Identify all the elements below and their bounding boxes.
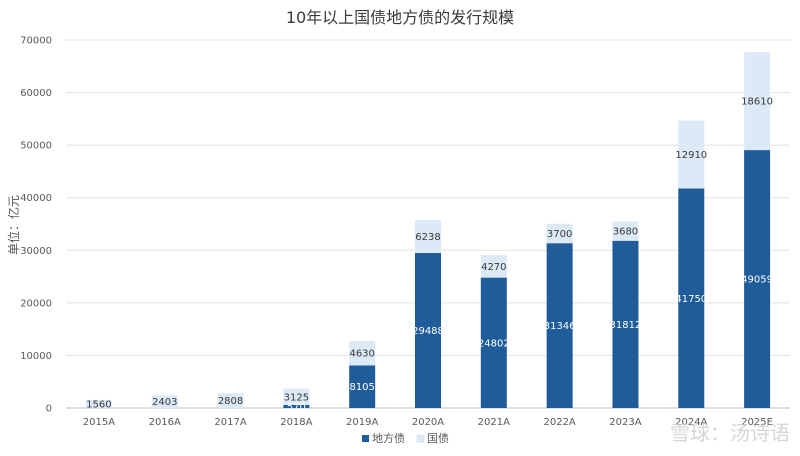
y-tick-label: 30000 bbox=[20, 246, 52, 257]
data-label: 24802 bbox=[478, 338, 510, 349]
legend-swatch bbox=[362, 435, 369, 442]
legend: 地方债 国债 bbox=[362, 431, 449, 445]
y-tick-label: 20000 bbox=[20, 298, 52, 309]
y-tick-label: 60000 bbox=[20, 88, 52, 99]
bar-segment-local-bond bbox=[744, 150, 771, 408]
data-label: 3700 bbox=[547, 229, 572, 240]
y-tick-label: 50000 bbox=[20, 141, 52, 152]
data-label: 31346 bbox=[544, 321, 576, 332]
bar-segment-treasury-bond bbox=[612, 221, 639, 241]
y-axis-ticks: 0 10000 20000 30000 40000 50000 60000 70000 bbox=[20, 36, 52, 415]
bar-segment-local-bond bbox=[349, 365, 376, 408]
y-tick-label: 0 bbox=[46, 404, 52, 415]
y-axis-label: 单位：亿元 bbox=[6, 195, 21, 255]
data-label: 12910 bbox=[675, 150, 707, 161]
bar-segment-treasury-bond bbox=[480, 255, 507, 278]
bar-segment-treasury-bond bbox=[744, 52, 771, 151]
data-label: 2403 bbox=[152, 397, 177, 408]
data-label: 6238 bbox=[415, 232, 440, 243]
y-tick-label: 40000 bbox=[20, 193, 52, 204]
x-tick-label: 2023A bbox=[609, 417, 641, 428]
legend-swatch bbox=[416, 434, 425, 443]
bar-segment-local-bond bbox=[480, 277, 507, 408]
x-tick-label: 2018A bbox=[280, 417, 312, 428]
bar-segment-treasury-bond bbox=[678, 120, 705, 189]
bar-segment-treasury-bond bbox=[546, 223, 573, 244]
x-tick-label: 2017A bbox=[214, 417, 246, 428]
data-label: 3125 bbox=[284, 392, 309, 403]
bar-segment-treasury-bond bbox=[217, 393, 244, 408]
data-label: 18610 bbox=[741, 97, 773, 108]
x-tick-label: 2022A bbox=[543, 417, 575, 428]
x-tick-label: 2015A bbox=[83, 417, 115, 428]
data-label: 2808 bbox=[218, 396, 243, 407]
bar-segment-local-bond bbox=[678, 188, 705, 408]
data-label: 570 bbox=[287, 402, 306, 413]
data-label: 3680 bbox=[613, 227, 638, 238]
bar-segment-treasury-bond bbox=[151, 395, 178, 408]
legend-label: 地方债 bbox=[372, 431, 405, 445]
bar-segment-local-bond bbox=[283, 405, 310, 408]
bar-segment-treasury-bond bbox=[349, 341, 376, 366]
data-label: 4630 bbox=[349, 349, 374, 360]
bar-segment-local-bond bbox=[546, 243, 573, 408]
bar-segment-treasury-bond bbox=[85, 399, 112, 408]
bar-segment-local-bond bbox=[612, 240, 639, 408]
data-label: 4270 bbox=[481, 262, 506, 273]
x-tick-label: 2025E bbox=[741, 417, 773, 428]
x-tick-label: 2021A bbox=[478, 417, 510, 428]
data-label: 1560 bbox=[86, 399, 111, 410]
y-tick-label: 10000 bbox=[20, 351, 52, 362]
bar-segment-treasury-bond bbox=[415, 220, 441, 253]
x-tick-label: 2016A bbox=[149, 417, 181, 428]
bar-segment-treasury-bond bbox=[283, 388, 310, 406]
data-label: 8105 bbox=[349, 382, 374, 393]
x-tick-label: 2019A bbox=[346, 417, 378, 428]
watermark: 雪球：汤诗语 bbox=[670, 421, 790, 445]
data-label: 29488 bbox=[412, 326, 444, 337]
x-tick-label: 2024A bbox=[675, 417, 707, 428]
data-label: 49059 bbox=[741, 275, 773, 286]
bars bbox=[85, 52, 771, 408]
data-label: 31812 bbox=[610, 320, 642, 331]
chart-title: 10年以上国债地方债的发行规模 bbox=[286, 8, 514, 27]
legend-label: 国债 bbox=[427, 431, 449, 445]
data-label: 41750 bbox=[675, 294, 707, 305]
x-axis-ticks: 2015A 2016A 2017A 2018A 2019A 2020A 2021A 2022A… bbox=[83, 417, 773, 428]
y-tick-label: 70000 bbox=[20, 36, 52, 47]
watermark-text: 雪球：汤诗语 bbox=[670, 421, 790, 445]
bar-segment-local-bond bbox=[415, 252, 441, 408]
x-tick-label: 2020A bbox=[412, 417, 444, 428]
